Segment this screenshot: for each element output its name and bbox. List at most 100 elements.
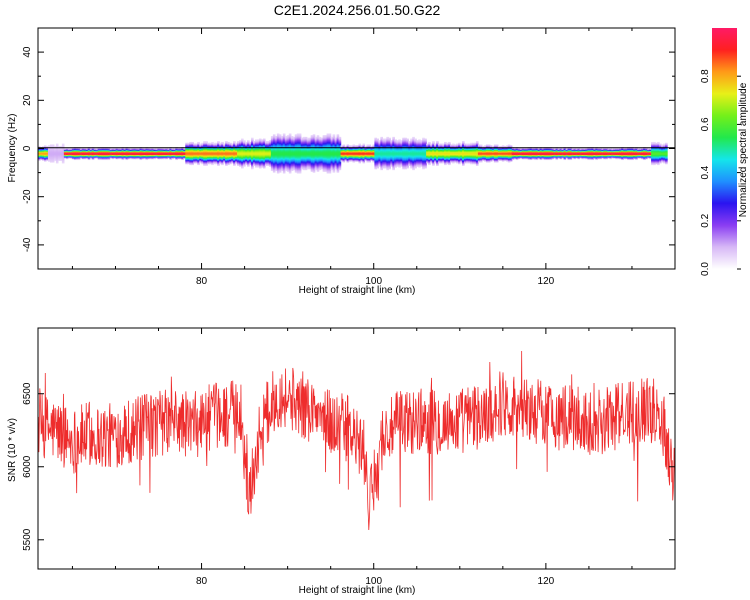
- heatmap-cell: [77, 153, 81, 155]
- heatmap-cell: [231, 144, 234, 146]
- heatmap-cell: [374, 164, 378, 166]
- heatmap-cell: [346, 153, 350, 155]
- heatmap-cell: [139, 158, 143, 161]
- heatmap-cell: [306, 146, 310, 148]
- heatmap-cell: [336, 158, 340, 161]
- heatmap-cell: [45, 159, 49, 161]
- heatmap-cell: [97, 149, 101, 151]
- heatmap-cell: [61, 149, 65, 151]
- heatmap-cell: [306, 157, 310, 160]
- heatmap-cell: [229, 148, 232, 150]
- heatmap-cell: [382, 148, 385, 150]
- heatmap-cell: [350, 158, 354, 161]
- heatmap-cell: [384, 163, 387, 165]
- heatmap-cell: [424, 146, 427, 148]
- heatmap-cell: [398, 162, 401, 164]
- heatmap-cell: [418, 154, 421, 156]
- heatmap-cell: [121, 157, 125, 159]
- heatmap-cell: [332, 159, 336, 161]
- heatmap-cell: [47, 145, 51, 147]
- heatmap-cell: [320, 162, 324, 164]
- heatmap-cell: [350, 152, 354, 155]
- heatmap-cell: [213, 150, 216, 152]
- heatmap-cell: [376, 157, 379, 159]
- heatmap-cell: [298, 171, 302, 173]
- heatmap-cell: [125, 155, 129, 157]
- heatmap-cell: [294, 158, 298, 161]
- heatmap-cell: [258, 140, 262, 142]
- heatmap-cell: [270, 162, 274, 164]
- heatmap-cell: [388, 167, 391, 169]
- heatmap-cell: [205, 142, 208, 145]
- heatmap-cell: [344, 157, 348, 160]
- heatmap-cell: [153, 150, 157, 152]
- heatmap-cell: [396, 158, 399, 161]
- heatmap-cell: [87, 157, 91, 159]
- heatmap-cell: [324, 162, 328, 164]
- heatmap-cell: [258, 138, 262, 140]
- heatmap-cell: [378, 163, 381, 165]
- heatmap-cell: [254, 147, 258, 150]
- heatmap-cell: [396, 147, 399, 150]
- heatmap-cell: [384, 149, 387, 151]
- heatmap-cell: [133, 155, 137, 157]
- heatmap-cell: [394, 159, 397, 161]
- heatmap-cell: [61, 154, 65, 156]
- heatmap-cell: [296, 160, 300, 162]
- heatmap-cell: [193, 159, 196, 161]
- heatmap-cell: [360, 158, 364, 161]
- heatmap-cell: [322, 142, 326, 145]
- heatmap-cell: [402, 158, 405, 161]
- heatmap-cell: [344, 150, 348, 152]
- heatmap-cell: [338, 167, 342, 169]
- heatmap-cell: [396, 159, 399, 161]
- heatmap-cell: [306, 165, 310, 167]
- heatmap-cell: [123, 152, 127, 154]
- heatmap-cell: [241, 156, 244, 158]
- heatmap-cell: [282, 159, 286, 161]
- heatmap-cell: [406, 162, 409, 164]
- heatmap-cell: [139, 149, 143, 151]
- heatmap-cell: [262, 163, 266, 166]
- heatmap-cell: [292, 147, 296, 150]
- heatmap-cell: [376, 141, 379, 143]
- heatmap-cell: [412, 154, 415, 156]
- heatmap-cell: [388, 158, 391, 161]
- heatmap-cell: [356, 157, 360, 159]
- heatmap-cell: [105, 157, 109, 159]
- heatmap-cell: [362, 152, 366, 154]
- heatmap-cell: [215, 162, 218, 164]
- heatmap-cell: [298, 169, 302, 172]
- heatmap-cell: [233, 160, 236, 162]
- heatmap-cell: [117, 152, 121, 154]
- heatmap-cell: [336, 159, 340, 161]
- heatmap-cell: [340, 155, 344, 157]
- heatmap-cell: [201, 159, 204, 161]
- heatmap-cell: [75, 158, 79, 161]
- heatmap-cell: [209, 152, 212, 154]
- heatmap-cell: [145, 157, 149, 159]
- heatmap-cell: [384, 139, 387, 141]
- heatmap-cell: [282, 168, 286, 171]
- heatmap-cell: [348, 152, 352, 154]
- heatmap-cell: [286, 161, 290, 163]
- heatmap-cell: [422, 166, 425, 168]
- heatmap-cell: [410, 158, 413, 161]
- heatmap-cell: [290, 137, 294, 139]
- heatmap-cell: [292, 152, 296, 155]
- heatmap-cell: [245, 153, 248, 155]
- heatmap-cell: [231, 160, 234, 162]
- heatmap-cell: [408, 164, 411, 166]
- heatmap-cell: [332, 168, 336, 170]
- heatmap-cell: [324, 137, 328, 139]
- heatmap-cell: [298, 144, 302, 146]
- heatmap-cell: [310, 153, 314, 155]
- heatmap-cell: [187, 146, 190, 148]
- heatmap-cell: [189, 150, 192, 152]
- heatmap-cell: [243, 157, 246, 160]
- heatmap-cell: [390, 152, 393, 154]
- heatmap-cell: [270, 152, 274, 154]
- heatmap-cell: [330, 166, 334, 168]
- heatmap-cell: [223, 162, 226, 164]
- heatmap-cell: [360, 152, 364, 155]
